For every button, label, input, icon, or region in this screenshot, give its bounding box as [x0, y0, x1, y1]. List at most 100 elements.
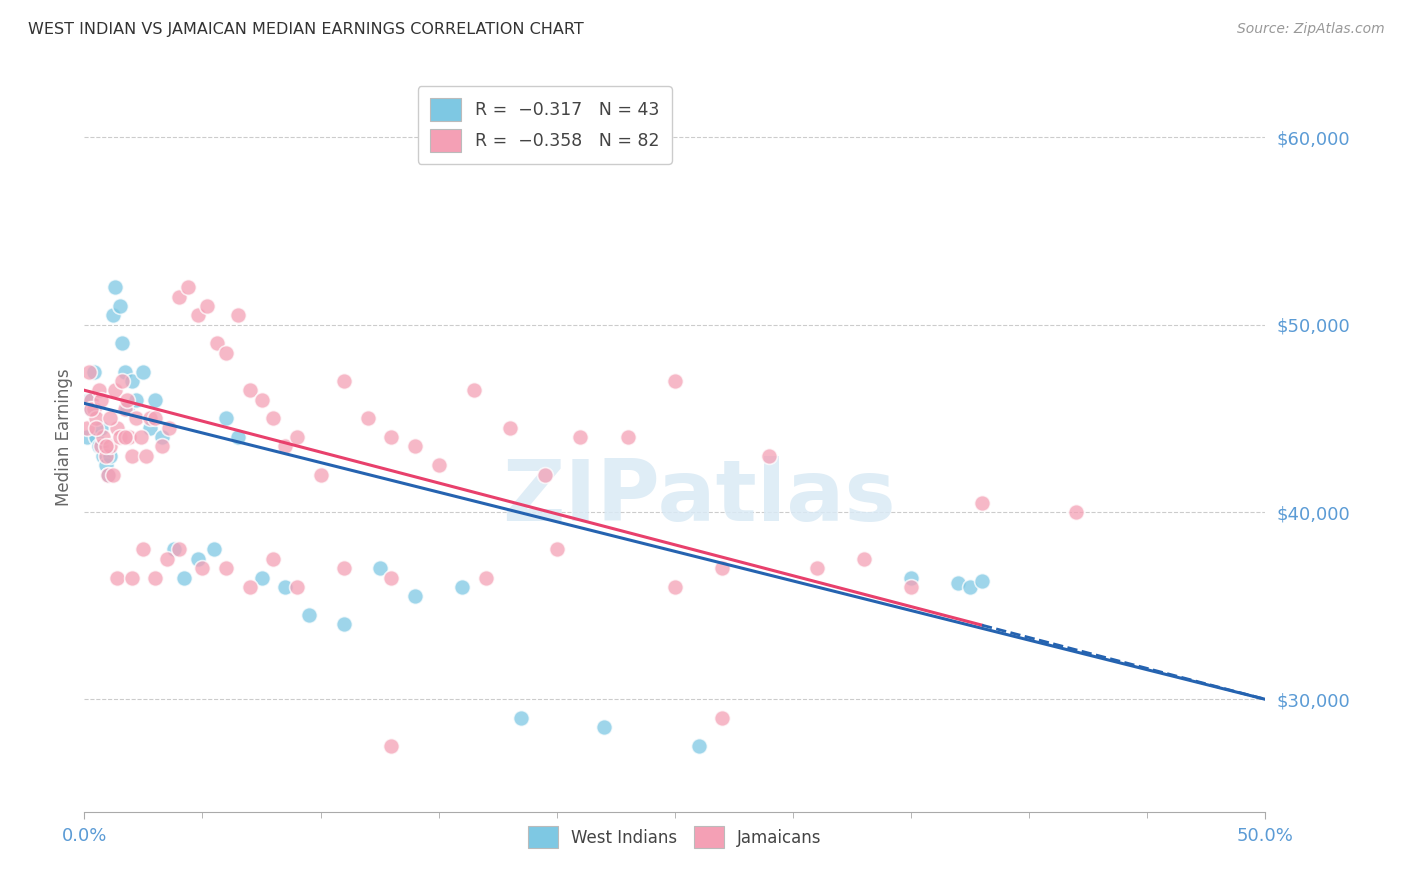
Point — [309, 467, 332, 482]
Point — [510, 711, 533, 725]
Point — [77, 365, 100, 379]
Point — [90, 421, 112, 435]
Point — [107, 571, 129, 585]
Point — [404, 440, 426, 453]
Point — [758, 449, 780, 463]
Point — [83, 365, 105, 379]
Point — [333, 617, 356, 632]
Point — [262, 551, 284, 566]
Point — [125, 392, 148, 407]
Point — [94, 440, 117, 453]
Point — [104, 280, 127, 294]
Point — [143, 571, 166, 585]
Point — [593, 721, 616, 735]
Point — [115, 392, 138, 407]
Point — [125, 411, 148, 425]
Point — [143, 392, 166, 407]
Point — [357, 411, 380, 425]
Point — [380, 571, 402, 585]
Point — [427, 458, 450, 473]
Point — [84, 411, 107, 425]
Text: ZIPatlas: ZIPatlas — [502, 456, 896, 539]
Point — [534, 467, 557, 482]
Point — [195, 299, 218, 313]
Point — [83, 401, 105, 416]
Point — [215, 346, 238, 360]
Point — [132, 365, 155, 379]
Point — [250, 571, 273, 585]
Point — [711, 561, 734, 575]
Point — [84, 421, 107, 435]
Point — [143, 411, 166, 425]
Legend: West Indians, Jamaicans: West Indians, Jamaicans — [516, 814, 834, 860]
Point — [167, 289, 190, 303]
Point — [368, 561, 391, 575]
Point — [101, 308, 124, 322]
Point — [205, 336, 228, 351]
Point — [285, 580, 308, 594]
Point — [451, 580, 474, 594]
Point — [91, 430, 114, 444]
Point — [274, 440, 297, 453]
Point — [711, 711, 734, 725]
Point — [404, 589, 426, 603]
Point — [107, 421, 129, 435]
Point — [111, 374, 134, 388]
Point — [664, 580, 686, 594]
Point — [274, 580, 297, 594]
Point — [77, 392, 100, 407]
Point — [139, 411, 162, 425]
Point — [76, 421, 98, 435]
Point — [616, 430, 638, 444]
Point — [177, 280, 200, 294]
Point — [900, 580, 922, 594]
Point — [191, 561, 214, 575]
Point — [167, 542, 190, 557]
Point — [104, 384, 127, 398]
Point — [380, 430, 402, 444]
Point — [121, 374, 143, 388]
Point — [569, 430, 592, 444]
Point — [76, 430, 98, 444]
Point — [118, 430, 141, 444]
Point — [108, 299, 131, 313]
Point — [139, 421, 162, 435]
Point — [87, 384, 110, 398]
Point — [129, 430, 152, 444]
Point — [475, 571, 498, 585]
Point — [87, 440, 110, 453]
Point — [98, 411, 121, 425]
Point — [546, 542, 568, 557]
Point — [101, 467, 124, 482]
Point — [94, 449, 117, 463]
Point — [121, 449, 143, 463]
Point — [80, 401, 103, 416]
Text: WEST INDIAN VS JAMAICAN MEDIAN EARNINGS CORRELATION CHART: WEST INDIAN VS JAMAICAN MEDIAN EARNINGS … — [28, 22, 583, 37]
Point — [114, 430, 136, 444]
Point — [97, 467, 120, 482]
Point — [114, 365, 136, 379]
Point — [156, 551, 179, 566]
Point — [187, 308, 209, 322]
Point — [150, 430, 173, 444]
Point — [970, 496, 993, 510]
Point — [664, 374, 686, 388]
Point — [333, 561, 356, 575]
Point — [157, 421, 180, 435]
Point — [250, 392, 273, 407]
Point — [121, 571, 143, 585]
Point — [688, 739, 710, 753]
Point — [806, 561, 828, 575]
Point — [132, 542, 155, 557]
Point — [150, 440, 173, 453]
Point — [98, 440, 121, 453]
Point — [98, 449, 121, 463]
Point — [90, 392, 112, 407]
Point — [959, 580, 981, 594]
Point — [948, 576, 970, 591]
Point — [498, 421, 520, 435]
Point — [333, 374, 356, 388]
Point — [135, 449, 157, 463]
Point — [108, 430, 131, 444]
Point — [285, 430, 308, 444]
